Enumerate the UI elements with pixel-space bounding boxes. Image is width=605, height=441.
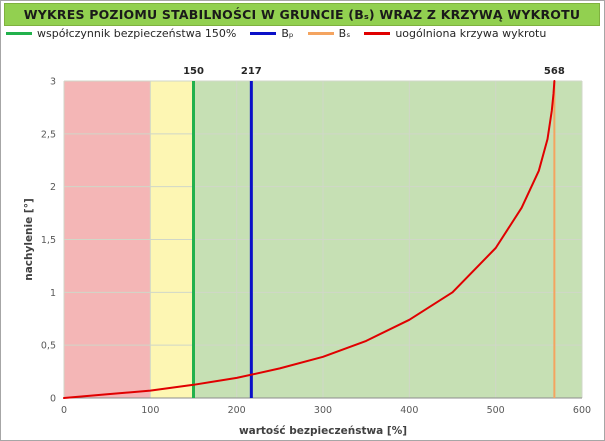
legend-item-uprooting-curve: uogólniona krzywa wykrotu: [364, 27, 546, 40]
y-tick-label: 0,5: [41, 341, 56, 352]
legend-label-safety-factor: współczynnik bezpieczeństwa 150%: [37, 26, 237, 40]
x-tick-label: 600: [573, 405, 591, 416]
marker-label-150: 150: [183, 66, 204, 77]
x-tick-label: 300: [314, 405, 332, 416]
marker-label-217: 217: [241, 66, 262, 77]
y-tick-label: 1: [50, 288, 56, 299]
marker-label-568: 568: [544, 66, 565, 77]
y-tick-label: 3: [50, 77, 56, 88]
legend-item-bs: Bₛ: [307, 26, 351, 40]
x-tick-label: 0: [61, 405, 67, 416]
legend-label-bs: Bₛ: [338, 26, 351, 40]
chart-legend: współczynnik bezpieczeństwa 150% Bₚ Bₛ u…: [6, 26, 560, 40]
x-axis-title: wartość bezpieczeństwa [%]: [239, 425, 407, 437]
y-tick-label: 0: [50, 394, 56, 405]
y-axis-title: nachylenie [°]: [23, 198, 35, 281]
chart-title: WYKRES POZIOMU STABILNOŚCI W GRUNCIE (Bₛ…: [23, 7, 581, 22]
x-tick-label: 400: [400, 405, 418, 416]
legend-swatch-bs: [307, 31, 334, 35]
legend-label-uprooting-curve: uogólniona krzywa wykrotu: [395, 26, 547, 40]
lines-layer: [63, 80, 556, 399]
chart-title-bar: WYKRES POZIOMU STABILNOŚCI W GRUNCIE (Bₛ…: [4, 3, 600, 26]
legend-item-bp: Bₚ: [250, 26, 294, 40]
axes-layer: 0 100 200 300 400 500 600 0 0,5 1 1,5 2 2,5 3 wartość …: [23, 77, 591, 438]
y-tick-label: 2: [50, 182, 56, 193]
legend-label-bp: Bₚ: [281, 26, 294, 40]
legend-swatch-uprooting-curve: [364, 31, 391, 35]
labels-layer: 150 217 568: [183, 66, 565, 77]
y-tick-label: 1,5: [41, 235, 56, 246]
x-tick-label: 200: [228, 405, 246, 416]
uprooting-curve-line: [63, 80, 556, 399]
x-tick-label: 500: [487, 405, 505, 416]
legend-swatch-safety-factor: [6, 31, 32, 35]
legend-swatch-bp: [250, 31, 277, 35]
y-tick-label: 2,5: [41, 129, 56, 140]
legend-item-safety-factor: współczynnik bezpieczeństwa 150%: [6, 27, 236, 40]
x-tick-label: 100: [141, 405, 159, 416]
